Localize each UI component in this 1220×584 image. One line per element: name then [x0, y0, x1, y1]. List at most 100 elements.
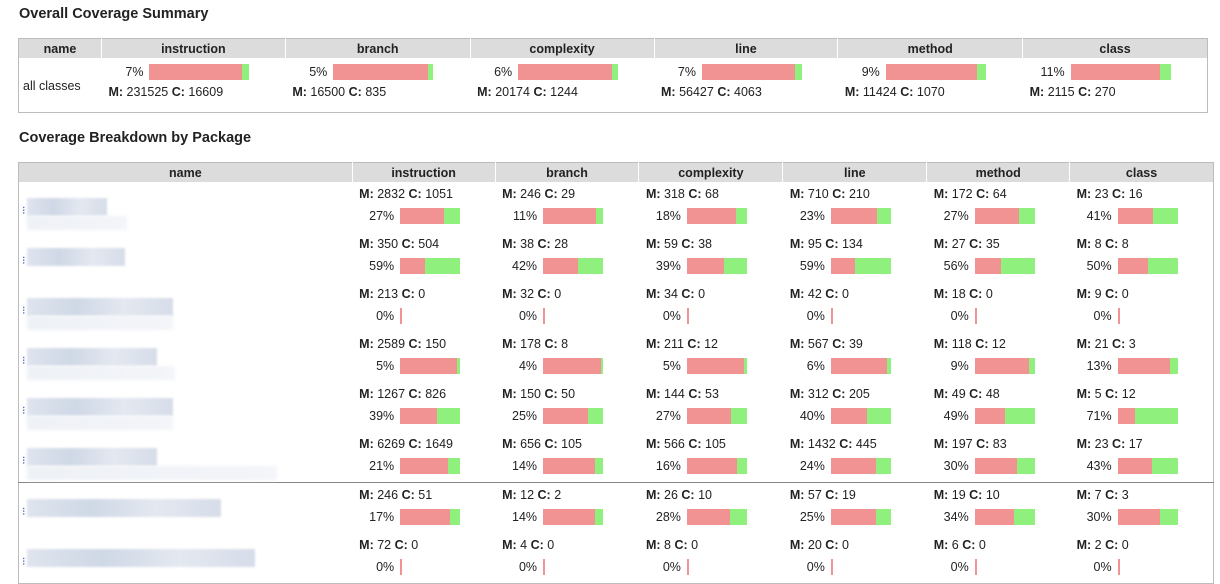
missed-covered-counts: M: 144 C: 53 [646, 387, 719, 401]
coverage-bar [333, 64, 434, 80]
covered-label: C: [408, 437, 422, 451]
missed-covered-counts: M: 5 C: 12 [1077, 387, 1136, 401]
coverage-line: 6% [783, 358, 927, 374]
column-header-instruction[interactable]: instruction [100, 38, 286, 58]
breakdown-table: name instruction branch complexity line metho… [18, 162, 1214, 584]
covered-count: 0 [418, 287, 426, 301]
coverage-line: 6% [470, 64, 654, 80]
missed-covered-counts: M: 9 C: 0 [1077, 287, 1129, 301]
column-header-class[interactable]: class [1069, 162, 1214, 182]
coverage-bar-covered [594, 458, 604, 474]
coverage-percent: 27% [655, 409, 681, 423]
coverage-metric: 39% M: 1267 C: 826 [352, 382, 495, 432]
package-name-cell[interactable]: ⁝ [19, 232, 353, 282]
package-name-cell[interactable]: ⁝ [18, 482, 353, 533]
redacted-package-name [27, 298, 173, 316]
column-header-method[interactable]: method [837, 38, 1023, 58]
missed-covered-counts: M: 1267 C: 826 [359, 387, 446, 401]
missed-covered-counts: M: 23 C: 17 [1077, 437, 1143, 451]
metric-cell-instruction: 17% M: 246 C: 51 [352, 482, 496, 533]
package-link[interactable]: ⁝ [22, 205, 26, 217]
column-header-name[interactable]: name [18, 38, 102, 58]
missed-count: 26 [664, 488, 678, 502]
metric-cell-method: 9% M: 118 C: 12 [927, 332, 1070, 382]
package-name[interactable]: ⁝ [19, 382, 352, 432]
package-name[interactable]: ⁝ [19, 182, 352, 232]
coverage-line: 27% [927, 208, 1070, 224]
column-header-branch[interactable]: branch [284, 38, 471, 58]
coverage-bar [830, 408, 891, 424]
coverage-percent: 23% [799, 209, 825, 223]
column-header-line[interactable]: line [782, 162, 927, 182]
coverage-bar [543, 308, 546, 324]
package-link[interactable]: ⁝ [22, 455, 26, 467]
coverage-bar-missed [830, 408, 867, 424]
coverage-percent: 0% [950, 309, 969, 323]
package-link[interactable]: ⁝ [22, 405, 26, 417]
coverage-bar [400, 408, 461, 424]
missed-label: M: [502, 287, 517, 301]
package-name-cell[interactable]: ⁝ [19, 432, 353, 483]
metric-cell-branch: 0% M: 32 C: 0 [495, 282, 639, 332]
package-link[interactable]: ⁝ [22, 355, 26, 367]
coverage-bar-missed [830, 208, 878, 224]
coverage-bar-missed [830, 258, 856, 274]
coverage-line: 24% [783, 458, 927, 474]
package-name[interactable]: ⁝ [19, 332, 352, 382]
package-name-cell[interactable]: ⁝ [19, 332, 353, 382]
missed-covered-counts: M: 7 C: 3 [1077, 488, 1129, 502]
column-header-complexity[interactable]: complexity [638, 162, 783, 182]
redacted-package-name [27, 316, 173, 330]
missed-count: 567 [807, 337, 829, 351]
coverage-line: 0% [1070, 308, 1213, 324]
package-link[interactable]: ⁝ [22, 255, 26, 267]
column-header-name[interactable]: name [18, 162, 353, 182]
missed-count: 1432 [807, 437, 836, 451]
metric-cell-method: 56% M: 27 C: 35 [927, 232, 1070, 282]
coverage-line: 5% [639, 358, 783, 374]
coverage-bar-missed [830, 358, 888, 374]
covered-label: C: [681, 287, 695, 301]
missed-covered-counts: M: 2589 C: 150 [359, 337, 446, 351]
missed-covered-counts: M: 18 C: 0 [934, 287, 993, 301]
column-header-line[interactable]: line [653, 38, 838, 58]
coverage-metric: 49% M: 49 C: 48 [927, 382, 1070, 432]
covered-label: C: [687, 337, 701, 351]
column-header-instruction[interactable]: instruction [351, 162, 496, 182]
package-name-cell[interactable]: ⁝ [19, 382, 353, 432]
package-name[interactable]: ⁝ [19, 483, 352, 533]
coverage-bar-missed [333, 64, 429, 80]
missed-label: M: [1076, 538, 1092, 552]
covered-label: C: [408, 337, 422, 351]
missed-label: M: [359, 187, 374, 201]
package-name[interactable]: ⁝ [19, 232, 352, 282]
package-name[interactable]: ⁝ [19, 533, 352, 583]
column-header-complexity[interactable]: complexity [469, 38, 654, 58]
package-name-cell[interactable]: ⁝ [19, 533, 353, 584]
coverage-bar-missed [686, 458, 738, 474]
column-header-branch[interactable]: branch [494, 162, 639, 182]
package-link[interactable]: ⁝ [22, 305, 26, 317]
column-header-method[interactable]: method [926, 162, 1070, 182]
missed-label: M: [1076, 337, 1092, 351]
coverage-metric: 7% M: 231525 C: 16609 [101, 58, 285, 112]
coverage-metric: 25% M: 57 C: 19 [783, 483, 927, 533]
coverage-percent: 5% [662, 359, 681, 373]
covered-count: 270 [1094, 85, 1116, 99]
package-name-cell[interactable]: ⁝ [19, 282, 353, 332]
package-name-cell[interactable]: ⁝ [19, 182, 353, 232]
missed-covered-counts: M: 38 C: 28 [502, 237, 568, 251]
package-link[interactable]: ⁝ [22, 506, 26, 518]
coverage-percent: 27% [369, 209, 395, 223]
coverage-bar [400, 258, 461, 274]
covered-label: C: [1112, 187, 1126, 201]
package-link[interactable]: ⁝ [22, 556, 26, 568]
package-name[interactable]: ⁝ [19, 432, 352, 482]
covered-label: C: [1105, 287, 1119, 301]
coverage-bar [686, 408, 747, 424]
covered-count: 205 [848, 387, 870, 401]
package-name[interactable]: ⁝ [19, 282, 352, 332]
column-header-class[interactable]: class [1022, 38, 1208, 58]
coverage-percent: 25% [512, 409, 538, 423]
covered-count: 0 [978, 538, 986, 552]
